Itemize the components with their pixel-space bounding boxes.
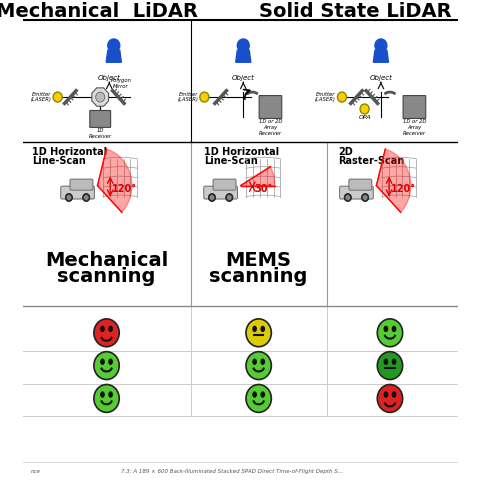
Text: Solid State LiDAR: Solid State LiDAR <box>259 2 451 21</box>
Circle shape <box>361 193 369 202</box>
Circle shape <box>67 196 71 199</box>
Ellipse shape <box>384 359 387 364</box>
FancyBboxPatch shape <box>213 179 236 190</box>
Text: Object: Object <box>98 75 120 81</box>
Ellipse shape <box>253 392 256 397</box>
Circle shape <box>246 352 271 380</box>
Ellipse shape <box>261 392 264 397</box>
Circle shape <box>94 352 119 380</box>
Ellipse shape <box>392 392 396 397</box>
Circle shape <box>377 384 403 412</box>
Text: Emitter
(LASER): Emitter (LASER) <box>177 92 198 102</box>
Text: Line-Scan: Line-Scan <box>204 156 258 166</box>
Circle shape <box>226 193 233 202</box>
Ellipse shape <box>109 359 112 364</box>
FancyBboxPatch shape <box>259 96 282 119</box>
Ellipse shape <box>261 359 264 364</box>
Text: Polygon
Mirror: Polygon Mirror <box>110 78 132 89</box>
Polygon shape <box>376 149 411 212</box>
Circle shape <box>344 193 351 202</box>
Text: Emitter
(LASER): Emitter (LASER) <box>30 92 51 102</box>
Text: Raster-Scan: Raster-Scan <box>338 156 405 166</box>
FancyBboxPatch shape <box>340 186 373 199</box>
Circle shape <box>377 352 403 380</box>
Text: 2D: 2D <box>338 147 353 157</box>
Circle shape <box>210 196 214 199</box>
Text: 1D or 2D
Array
Receiver: 1D or 2D Array Receiver <box>259 119 282 135</box>
Text: 1D Horizontal: 1D Horizontal <box>204 147 279 157</box>
Circle shape <box>208 193 216 202</box>
Text: 1D Horizontal: 1D Horizontal <box>32 147 108 157</box>
Circle shape <box>246 319 271 347</box>
Text: scanning: scanning <box>58 267 156 286</box>
Circle shape <box>53 92 62 102</box>
Text: 120°: 120° <box>391 183 416 193</box>
Polygon shape <box>240 167 275 186</box>
Circle shape <box>108 39 120 52</box>
Ellipse shape <box>253 326 256 331</box>
Text: 1D or 2D
Array
Receiver: 1D or 2D Array Receiver <box>403 119 426 135</box>
Circle shape <box>228 196 231 199</box>
Circle shape <box>363 196 367 199</box>
Circle shape <box>360 104 369 114</box>
Polygon shape <box>106 50 121 62</box>
Ellipse shape <box>101 326 104 331</box>
Ellipse shape <box>392 359 396 364</box>
Circle shape <box>84 196 88 199</box>
FancyBboxPatch shape <box>90 110 110 127</box>
Text: Mechanical  LiDAR: Mechanical LiDAR <box>0 2 198 21</box>
Ellipse shape <box>101 392 104 397</box>
FancyBboxPatch shape <box>70 179 93 190</box>
Ellipse shape <box>261 326 264 331</box>
Ellipse shape <box>384 326 387 331</box>
Circle shape <box>246 384 271 412</box>
Circle shape <box>337 92 347 102</box>
FancyBboxPatch shape <box>61 186 95 199</box>
Text: Line-Scan: Line-Scan <box>32 156 86 166</box>
Ellipse shape <box>101 359 104 364</box>
Text: 30°: 30° <box>254 183 273 193</box>
Text: 1D
Receiver: 1D Receiver <box>89 128 112 139</box>
Ellipse shape <box>109 392 112 397</box>
Ellipse shape <box>253 359 256 364</box>
Text: Object: Object <box>370 75 392 81</box>
Text: scanning: scanning <box>209 267 308 286</box>
Text: Emitter
(LASER): Emitter (LASER) <box>315 92 336 102</box>
FancyBboxPatch shape <box>349 179 372 190</box>
Text: Object: Object <box>232 75 255 81</box>
FancyBboxPatch shape <box>204 186 238 199</box>
FancyBboxPatch shape <box>403 96 426 119</box>
Circle shape <box>346 196 349 199</box>
Ellipse shape <box>384 392 387 397</box>
Circle shape <box>65 193 72 202</box>
Text: nce: nce <box>31 468 40 474</box>
Ellipse shape <box>392 326 396 331</box>
Text: Mechanical: Mechanical <box>45 251 168 270</box>
Circle shape <box>83 193 90 202</box>
Text: 7.3: A 189 × 600 Back-Illuminated Stacked SPAD Direct Time-of-Flight Depth S...: 7.3: A 189 × 600 Back-Illuminated Stacke… <box>120 468 343 474</box>
Polygon shape <box>92 88 108 106</box>
Circle shape <box>375 39 387 52</box>
Circle shape <box>94 384 119 412</box>
Polygon shape <box>236 50 251 62</box>
Text: OPA: OPA <box>358 115 371 120</box>
Circle shape <box>237 39 249 52</box>
Text: 120°: 120° <box>112 183 137 193</box>
Ellipse shape <box>109 326 112 331</box>
Circle shape <box>96 92 105 102</box>
Polygon shape <box>97 149 132 212</box>
Circle shape <box>200 92 209 102</box>
Circle shape <box>94 319 119 347</box>
Circle shape <box>377 319 403 347</box>
Text: MEMS: MEMS <box>226 251 292 270</box>
Polygon shape <box>373 50 388 62</box>
